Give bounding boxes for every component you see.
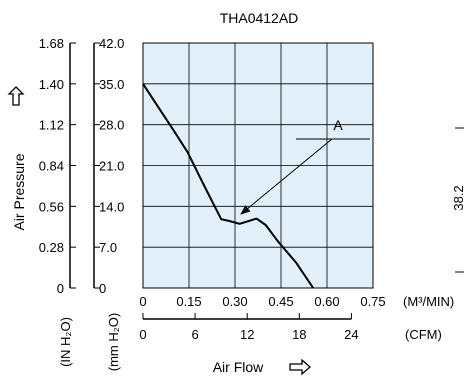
y-tick-label-secondary: 1.68: [39, 36, 64, 51]
series-line: [142, 83, 315, 289]
y-tick-label-secondary: 1.12: [39, 118, 64, 133]
y-tick-label-secondary: 1.40: [39, 77, 64, 92]
y-tick-label-primary: 7.0: [99, 240, 117, 255]
x-tick-label-primary: 0: [139, 294, 146, 309]
y-tick-label-primary: 14.0: [99, 199, 124, 214]
x-unit-secondary: (CFM): [405, 327, 442, 342]
x-tick-label-secondary: 24: [344, 327, 358, 342]
y-tick-label-primary: 21.0: [99, 159, 124, 174]
y-unit-secondary: (IN H₂O): [58, 317, 73, 367]
x-tick-label-primary: 0.15: [176, 294, 201, 309]
x-tick-label-primary: 0.45: [268, 294, 293, 309]
side-panel-fragment: 38.2: [451, 127, 464, 273]
y-axes: 0 7.0 14.0 21.0 28.0 35.0 42.0 0 0.28 0.56 0.84 1.1…: [39, 36, 125, 296]
x-axis-title: Air Flow: [213, 359, 264, 375]
x-axes: 0 0.15 0.30 0.45 0.60 0.75 0 6 12 18 24: [139, 294, 385, 342]
x-tick-label-secondary: 0: [139, 327, 146, 342]
y-tick-label-primary: 0: [99, 281, 106, 296]
side-value: 38.2: [451, 185, 464, 210]
y-tick-label-secondary: 0.56: [39, 199, 64, 214]
y-unit-primary: (mm H₂O): [106, 313, 121, 371]
y-tick-label-primary: 35.0: [99, 77, 124, 92]
x-tick-label-primary: 0.75: [360, 294, 385, 309]
chart-title: THA0412AD: [220, 10, 299, 26]
y-tick-label-primary: 28.0: [99, 118, 124, 133]
right-outline-arrow-icon: [289, 358, 311, 376]
x-tick-label-secondary: 18: [292, 327, 306, 342]
x-unit-primary: (M³/MIN): [403, 294, 454, 309]
y-axis-title: Air Pressure: [11, 153, 27, 230]
y-tick-label-primary: 42.0: [99, 36, 124, 51]
y-tick-label-secondary: 0: [57, 281, 64, 296]
y-tick-label-secondary: 0.84: [39, 159, 64, 174]
annotation-label: A: [333, 117, 343, 133]
grid-lines: [143, 43, 373, 288]
x-tick-label-primary: 0.30: [222, 294, 247, 309]
x-tick-label-secondary: 12: [240, 327, 254, 342]
y-tick-label-secondary: 0.28: [39, 240, 64, 255]
x-tick-label-primary: 0.60: [314, 294, 339, 309]
annotation-arrow: [240, 138, 333, 215]
annotation-a: A: [240, 117, 370, 215]
series-group: [142, 83, 315, 289]
up-outline-arrow-icon: [7, 86, 25, 106]
x-tick-label-secondary: 6: [191, 327, 198, 342]
